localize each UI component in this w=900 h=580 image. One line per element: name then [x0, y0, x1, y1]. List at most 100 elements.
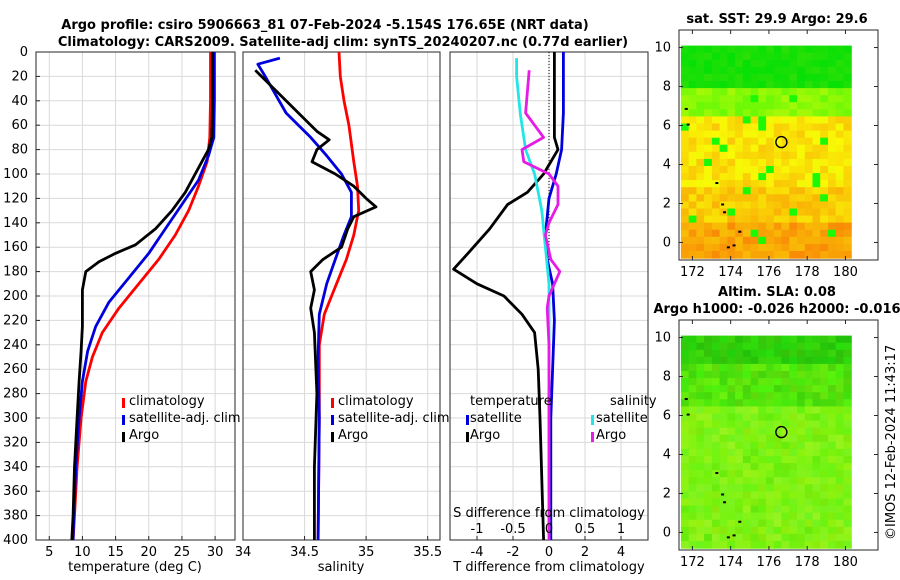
map-cell	[704, 116, 713, 125]
map-cell	[688, 491, 697, 500]
map-cell	[843, 173, 852, 181]
map-cell	[773, 66, 783, 75]
map-cell	[820, 208, 829, 217]
map-cell	[688, 215, 697, 224]
map-cell	[789, 519, 798, 528]
map-cell	[828, 123, 837, 132]
map-cell	[820, 251, 829, 259]
map-cell	[828, 349, 837, 358]
map-cell	[688, 526, 697, 535]
map-cell	[727, 243, 736, 252]
map-cell	[711, 201, 721, 210]
map-cell	[758, 215, 767, 224]
map-cell	[727, 137, 736, 146]
map-cell	[789, 349, 798, 358]
map-cell	[828, 116, 837, 125]
map-cell	[711, 335, 721, 344]
map-cell	[758, 356, 767, 365]
map-cell	[789, 229, 798, 238]
map-cell	[750, 81, 759, 89]
map-cell	[797, 166, 806, 174]
map-cell	[727, 491, 736, 500]
map-cell	[704, 491, 713, 500]
map-cell	[773, 484, 783, 492]
map-cell	[812, 505, 821, 514]
map-cell	[727, 519, 736, 528]
map-cell	[789, 505, 798, 514]
map-cell	[781, 73, 790, 82]
map-cell	[835, 123, 844, 132]
map-cell	[773, 477, 783, 485]
map-cell	[781, 95, 790, 103]
map-cell	[735, 484, 744, 492]
map-cell	[735, 151, 744, 160]
map-cell	[812, 413, 821, 422]
map-cell	[735, 434, 744, 443]
map-cell	[781, 187, 790, 195]
map-cell	[789, 356, 798, 365]
map-cell	[711, 378, 721, 386]
map-cell	[750, 251, 759, 259]
map-cell	[688, 73, 697, 82]
map-cell	[820, 109, 829, 117]
map-cell	[719, 427, 728, 436]
map-cell	[735, 173, 744, 181]
map-cell	[742, 116, 752, 125]
map-cell	[804, 187, 814, 195]
map-cell	[812, 392, 821, 400]
map-cell	[727, 229, 736, 238]
map-cell	[704, 371, 713, 379]
map-cell	[742, 420, 752, 429]
map-cell	[735, 88, 744, 96]
map-cell	[680, 166, 690, 174]
map-cell	[727, 477, 736, 485]
map-cell	[804, 173, 814, 181]
map-cell	[789, 116, 798, 125]
map-cell	[735, 73, 744, 82]
map-cell	[680, 484, 690, 492]
map-cell	[773, 434, 783, 443]
map-cell	[789, 448, 798, 457]
map-cell	[797, 371, 806, 379]
map-cell	[773, 406, 783, 415]
map-cell	[820, 194, 829, 202]
map-cell	[812, 81, 821, 89]
map-cell	[704, 420, 713, 429]
map-cell	[742, 137, 752, 146]
map-cell	[781, 392, 790, 400]
map-cell	[828, 201, 837, 210]
map-cell	[688, 116, 697, 125]
map-cell	[835, 420, 844, 429]
map-cell	[797, 541, 806, 549]
map-cell	[719, 477, 728, 485]
map-cell	[843, 363, 852, 372]
map-cell	[789, 470, 798, 478]
map-cell	[750, 95, 759, 103]
map-cell	[750, 201, 759, 210]
map-cell	[742, 441, 752, 450]
map-cell	[766, 385, 775, 393]
map-cell	[781, 526, 790, 535]
map-cell	[758, 151, 767, 160]
map-cell	[789, 463, 798, 471]
map-cell	[828, 236, 837, 245]
map-cell	[766, 45, 775, 54]
map-cell	[812, 371, 821, 379]
map-cell	[750, 477, 759, 485]
map-cell	[812, 378, 821, 386]
map-cell	[773, 73, 783, 82]
map-cell	[766, 434, 775, 443]
map-cell	[711, 95, 721, 103]
map-cell	[688, 371, 697, 379]
map-cell	[758, 81, 767, 89]
map-cell	[843, 378, 852, 386]
map-cell	[820, 470, 829, 478]
map-cell	[797, 151, 806, 160]
map-cell	[696, 456, 705, 464]
map-cell	[797, 130, 806, 139]
map-cell	[773, 512, 783, 521]
map-cell	[742, 512, 752, 521]
map-cell	[797, 81, 806, 89]
map-cell	[727, 180, 736, 188]
map-cell	[820, 349, 829, 358]
